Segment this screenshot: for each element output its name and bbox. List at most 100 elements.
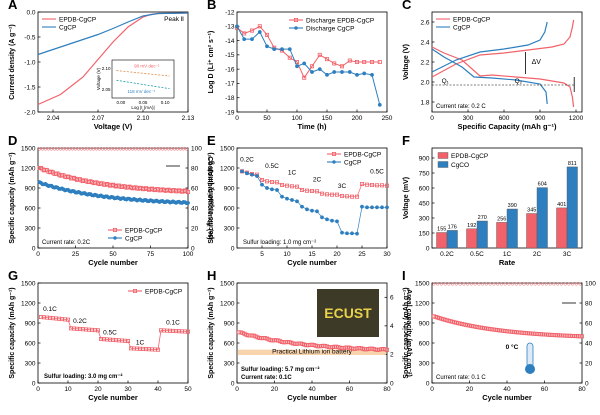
ce-point	[169, 147, 174, 151]
y-tick-label: 900	[25, 185, 36, 192]
q1-label: Q₁	[442, 78, 450, 85]
data-point	[355, 72, 359, 77]
bar-value-label: 192	[467, 223, 476, 229]
bar-value-label: 401	[557, 202, 566, 208]
y2-tick-label: 0	[390, 380, 394, 387]
data-point	[287, 47, 292, 52]
y-tick-label: 0	[32, 380, 36, 387]
y-tick-label: 600	[224, 205, 235, 212]
ce-point	[499, 282, 503, 286]
legend-marker	[332, 160, 336, 164]
inset-y-tick-label: 2.05	[102, 87, 111, 92]
inset-x-tick-label: 0.05	[139, 100, 148, 105]
y-tick-label: -12	[225, 9, 235, 16]
y2-tick-label: 20	[191, 225, 199, 232]
data-point	[365, 205, 369, 210]
y-tick-label: -17	[225, 81, 235, 88]
delta-v-label: ΔV	[532, 59, 542, 66]
ce-point	[127, 147, 132, 151]
x-axis-label: Cycle number	[287, 393, 337, 402]
photo-led-text: ECUST	[324, 305, 372, 321]
ce-point	[67, 147, 72, 151]
ce-point	[443, 282, 447, 286]
bar-value-label: 155	[437, 227, 446, 233]
ce-point	[43, 147, 48, 151]
x-tick-label: 40	[503, 386, 511, 393]
ce-point	[160, 147, 165, 151]
data-point	[349, 194, 354, 199]
data-point	[250, 172, 254, 177]
x-tick-label: 300	[463, 115, 474, 122]
bar	[496, 222, 508, 249]
bar	[536, 187, 548, 249]
photo-led-board	[317, 289, 379, 337]
data-point	[345, 231, 349, 236]
data-point	[369, 182, 374, 187]
y2-tick-label: 100	[191, 145, 202, 152]
x-tick-label: 10	[283, 251, 291, 258]
inset-x-tick-label: 0.10	[161, 100, 170, 105]
data-point	[242, 31, 247, 36]
x-tick-label: 20	[271, 386, 279, 393]
data-point	[66, 317, 71, 322]
x-tick-label: 25	[358, 251, 366, 258]
ce-point	[503, 282, 507, 286]
ce-point	[40, 147, 45, 151]
data-point	[340, 230, 344, 235]
ce-point	[511, 282, 515, 286]
note-sulfur-loading: Sulfur loading: 5.7 mg cm⁻²	[241, 366, 320, 373]
series-line-2	[236, 26, 381, 106]
y2-tick-label: 4	[390, 323, 394, 330]
x-tick-label: 0	[430, 115, 434, 122]
data-point	[350, 231, 354, 236]
ce-point	[112, 147, 117, 151]
ce-point	[154, 147, 159, 151]
ce-point	[58, 147, 63, 151]
ce-point	[481, 282, 485, 286]
data-point	[325, 72, 329, 77]
y-tick-label: 450	[419, 200, 430, 207]
x-tick-label: 150	[322, 115, 333, 122]
band-label: Practical Lithium ion battery	[272, 349, 353, 356]
y-axis-label: Log D (Li⁺ cm² s⁻¹)	[208, 31, 215, 94]
x-tick-label: 600	[499, 115, 510, 122]
ce-point	[451, 282, 455, 286]
data-point	[264, 179, 269, 184]
ce-point	[488, 282, 492, 286]
data-point	[245, 171, 249, 176]
x-tick-label: 1200	[569, 115, 584, 122]
ce-point	[103, 147, 108, 151]
panel-letter: H	[207, 268, 216, 283]
panel-letter: B	[207, 0, 216, 12]
y2-axis-label: Coulombic efficiency (%)	[206, 156, 213, 239]
ce-point	[166, 147, 171, 151]
data-point	[255, 174, 259, 178]
note-sulfur-loading: Sulfur loading: 3.0 mg cm⁻²	[44, 373, 123, 380]
ce-point	[458, 282, 462, 286]
legend-label: CgCP	[125, 236, 142, 243]
bar	[466, 228, 478, 249]
y-tick-label: 0	[426, 245, 430, 252]
bar	[476, 220, 488, 249]
data-point	[360, 204, 364, 209]
series-curve-2	[431, 19, 575, 78]
data-point	[272, 47, 277, 52]
y-tick-label: -16	[225, 66, 235, 73]
x-tick-label: 250	[382, 115, 393, 122]
ce-point	[70, 147, 75, 151]
y-axis-label: Voltage (mV)	[403, 177, 410, 219]
ce-point	[469, 282, 473, 286]
rate-label: 0.1C	[43, 306, 57, 313]
note-current-rate: Current rate: 0.2 C	[436, 104, 486, 110]
x-axis-label: Voltage (V)	[94, 122, 133, 131]
data-point	[185, 329, 190, 334]
data-point	[314, 189, 319, 194]
x-tick-label: 50	[109, 251, 117, 258]
y2-tick-label: 80	[585, 300, 593, 307]
data-point	[96, 328, 101, 333]
data-point	[377, 102, 382, 107]
rate-label: 1C	[136, 339, 145, 346]
legend-label: EPDB-CgCP	[453, 17, 490, 24]
data-point	[334, 192, 339, 197]
note-current-rate: Current rate: 0.1C	[241, 375, 292, 381]
